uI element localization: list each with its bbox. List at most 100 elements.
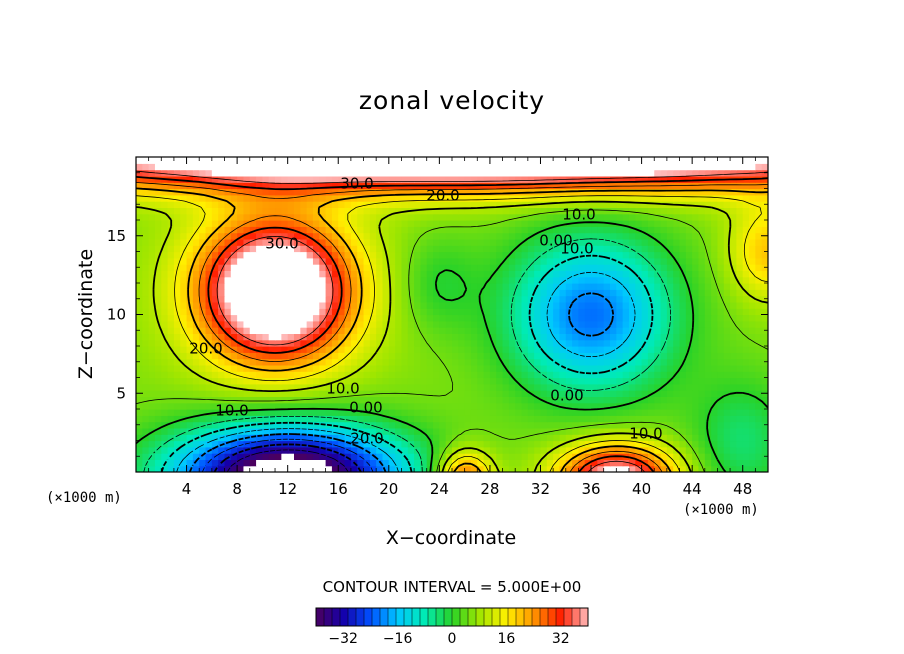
heat-cell — [559, 415, 567, 423]
heat-cell — [704, 377, 712, 385]
heat-cell — [464, 358, 472, 366]
heat-cell — [281, 245, 289, 253]
heat-cell — [698, 251, 706, 259]
heat-cell — [211, 201, 219, 208]
heat-cell — [515, 226, 523, 234]
heat-cell — [723, 188, 731, 196]
heat-cell — [237, 371, 245, 379]
heat-cell — [211, 339, 219, 347]
heat-cell — [749, 257, 756, 265]
heat-cell — [369, 207, 377, 215]
heat-cell — [382, 446, 390, 454]
heat-cell — [603, 188, 611, 196]
heat-cell — [736, 232, 744, 240]
heat-cell — [268, 339, 276, 347]
heat-cell — [736, 182, 744, 190]
heat-cell — [692, 157, 700, 164]
heat-cell — [597, 371, 605, 379]
heat-cell — [679, 232, 687, 240]
heat-cell — [717, 358, 725, 366]
heat-cell — [243, 283, 251, 290]
heat-cell — [755, 459, 763, 467]
heat-cell — [319, 308, 327, 316]
heat-cell — [610, 169, 617, 177]
heat-cell — [654, 232, 662, 240]
heat-cell — [426, 415, 434, 423]
heat-cell — [420, 346, 428, 353]
heat-cell — [546, 257, 554, 265]
heat-cell — [186, 220, 194, 227]
heat-cell — [477, 251, 485, 259]
heat-cell — [572, 320, 579, 328]
heat-cell — [483, 270, 491, 278]
heat-cell — [546, 415, 554, 423]
heat-cell — [717, 264, 725, 271]
heat-cell — [597, 245, 605, 253]
heat-cell — [388, 283, 396, 290]
heat-cell — [173, 402, 181, 410]
heat-cell — [553, 270, 561, 278]
heat-cell — [761, 308, 768, 316]
heat-cell — [723, 245, 731, 253]
heat-cell — [610, 175, 617, 183]
heat-cell — [357, 238, 365, 246]
heat-cell — [407, 327, 415, 334]
heat-cell — [641, 264, 649, 271]
heat-cell — [357, 207, 365, 215]
heat-cell — [388, 201, 396, 208]
heat-cell — [136, 346, 143, 353]
heat-cell — [414, 320, 421, 328]
heat-cell — [711, 427, 719, 435]
heat-cell — [142, 194, 150, 202]
heat-cell — [698, 283, 706, 290]
heat-cell — [603, 427, 611, 435]
heat-cell — [654, 194, 662, 202]
heat-cell — [294, 314, 301, 322]
heat-cell — [755, 301, 763, 309]
heat-cell — [578, 201, 586, 208]
heat-cell — [395, 213, 403, 221]
heat-cell — [464, 220, 472, 227]
heat-cell — [382, 333, 390, 341]
heat-cell — [262, 371, 270, 379]
heat-cell — [224, 453, 232, 460]
heat-cell — [312, 434, 320, 442]
heat-cell — [287, 346, 295, 353]
heat-cell — [281, 220, 289, 227]
heat-cell — [527, 308, 535, 316]
heat-cell — [578, 182, 586, 190]
heat-cell — [407, 276, 415, 284]
heat-cell — [268, 364, 276, 372]
heat-cell — [464, 409, 472, 416]
heat-cell — [565, 226, 573, 234]
heat-cell — [452, 232, 459, 240]
heat-cell — [325, 465, 333, 472]
heat-cell — [249, 283, 257, 290]
heat-cell — [439, 396, 447, 404]
heat-cell — [679, 421, 687, 429]
heat-cell — [679, 446, 687, 454]
heat-cell — [692, 465, 700, 472]
heat-cell — [344, 327, 352, 334]
heat-cell — [388, 352, 396, 360]
heat-cell — [660, 346, 668, 353]
heat-cell — [331, 207, 339, 215]
heat-cell — [591, 207, 598, 215]
heat-cell — [534, 358, 542, 366]
heat-cell — [616, 220, 624, 227]
heat-cell — [420, 390, 428, 397]
heat-cell — [369, 415, 377, 423]
heat-cell — [546, 289, 554, 297]
heat-cell — [692, 201, 700, 208]
heat-cell — [395, 402, 403, 410]
heat-cell — [199, 238, 207, 246]
heat-cell — [647, 194, 655, 202]
heat-cell — [142, 264, 150, 271]
heat-cell — [237, 251, 245, 259]
heat-cell — [445, 270, 453, 278]
heat-cell — [622, 220, 630, 227]
heat-cell — [628, 201, 636, 208]
heat-cell — [325, 276, 333, 284]
heat-cell — [369, 308, 377, 316]
heat-cell — [312, 377, 320, 385]
